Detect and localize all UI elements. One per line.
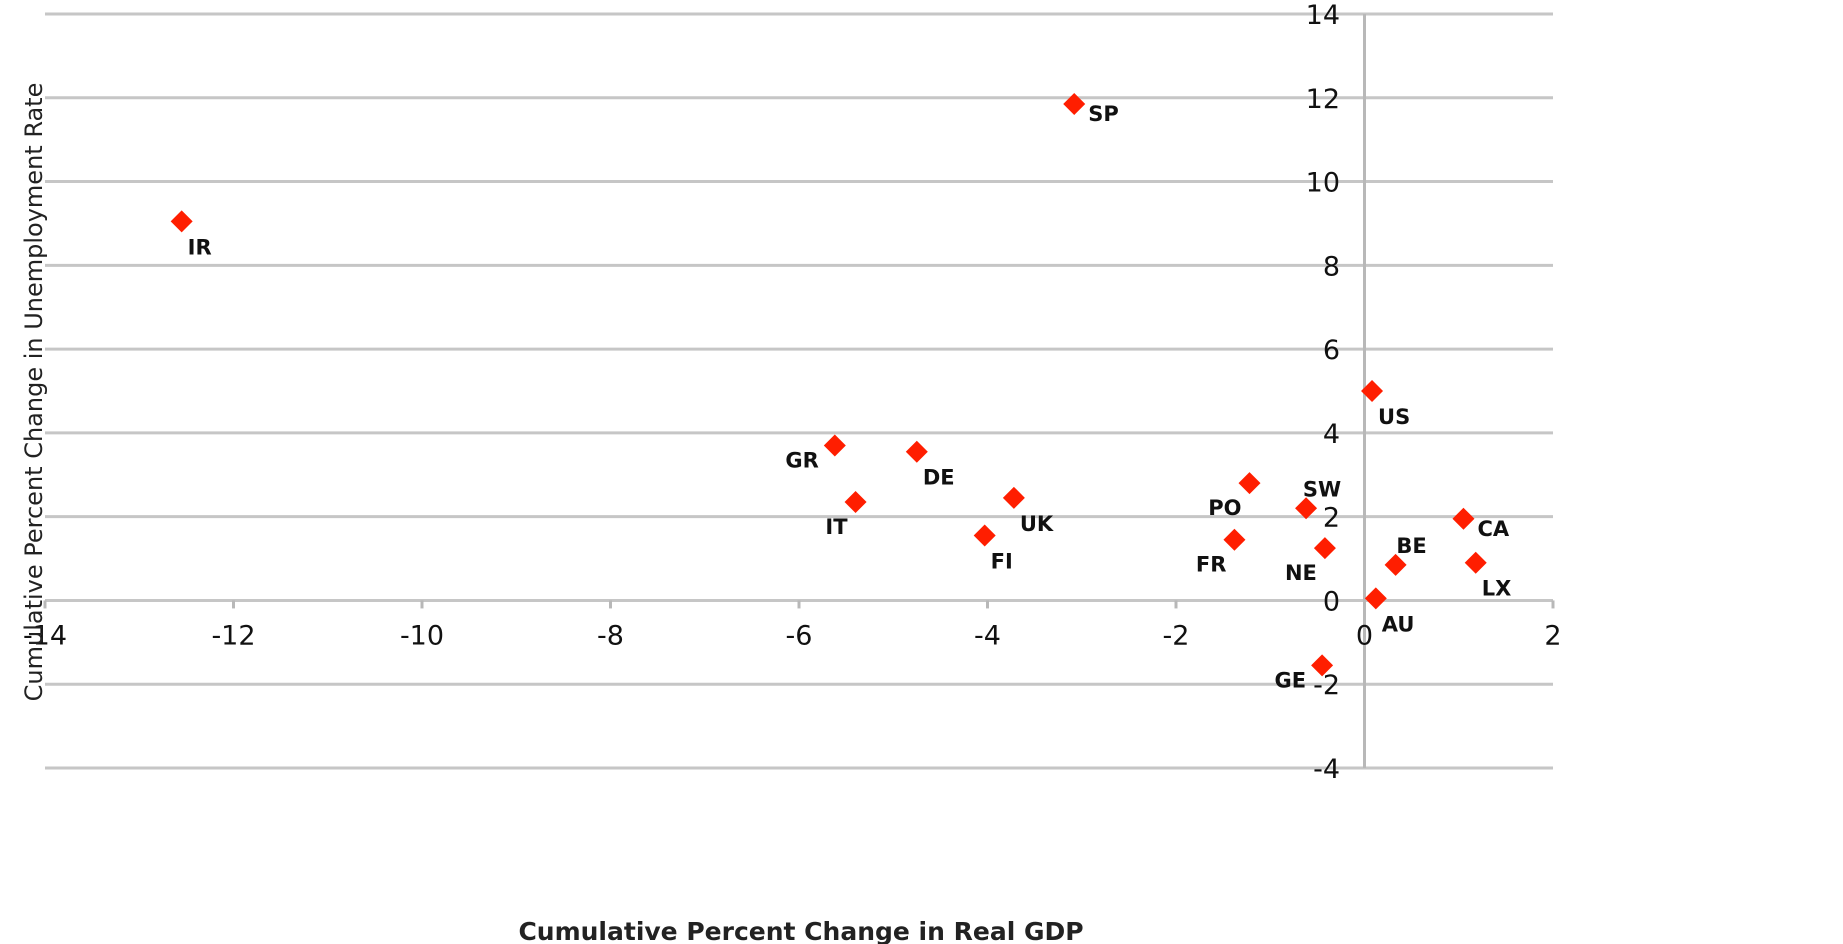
x-tick-label: -6 xyxy=(786,620,813,651)
y-tick-label: -4 xyxy=(1313,754,1340,785)
point-label-de: DE xyxy=(923,466,955,490)
y-tick-label: 10 xyxy=(1306,168,1340,199)
y-tick-label: 6 xyxy=(1323,335,1340,366)
point-label-au: AU xyxy=(1382,612,1415,636)
x-tick-label: -8 xyxy=(597,620,624,651)
data-point-gr xyxy=(823,434,846,457)
point-label-be: BE xyxy=(1396,534,1426,558)
x-tick-label: 0 xyxy=(1356,620,1373,651)
point-label-it: IT xyxy=(825,515,848,539)
point-label-fr: FR xyxy=(1196,553,1227,577)
point-label-gr: GR xyxy=(785,448,818,472)
x-tick-label: 2 xyxy=(1544,620,1561,651)
data-point-ca xyxy=(1452,507,1475,530)
data-point-sp xyxy=(1063,93,1086,116)
x-tick-label: -12 xyxy=(211,620,255,651)
y-tick-label: 4 xyxy=(1323,419,1340,450)
point-label-sp: SP xyxy=(1088,102,1119,126)
x-tick-label: -4 xyxy=(974,620,1001,651)
data-point-fr xyxy=(1223,528,1246,551)
data-point-uk xyxy=(1002,486,1025,509)
point-label-fi: FI xyxy=(991,550,1013,574)
point-label-lx: LX xyxy=(1482,577,1512,601)
y-tick-label: 12 xyxy=(1306,84,1340,115)
y-tick-label: 2 xyxy=(1323,503,1340,534)
y-axis-ticks: -4 -2 0 2 4 6 8 10 12 14 xyxy=(1306,0,1340,785)
y-axis-title: Cumulative Percent Change in Unemploymen… xyxy=(20,83,48,702)
data-point-ir xyxy=(170,210,193,233)
point-label-ne: NE xyxy=(1285,561,1317,585)
point-label-po: PO xyxy=(1208,496,1241,520)
data-point-au xyxy=(1364,587,1387,610)
x-axis-title: Cumulative Percent Change in Real GDP xyxy=(518,917,1083,944)
data-point-lx xyxy=(1464,551,1487,574)
data-point-de xyxy=(905,440,928,463)
y-axis xyxy=(43,14,1555,768)
point-label-ca: CA xyxy=(1477,517,1509,541)
gridlines xyxy=(45,12,1553,770)
y-tick-label: 8 xyxy=(1323,251,1340,282)
data-point-ne xyxy=(1313,537,1336,560)
point-label-sw: SW xyxy=(1303,477,1341,501)
y-tick-label: 0 xyxy=(1323,586,1340,617)
data-point-po xyxy=(1238,472,1261,495)
x-tick-label: -10 xyxy=(400,620,444,651)
data-point-us xyxy=(1361,380,1384,402)
data-point-fi xyxy=(973,524,996,547)
x-tick-label: -2 xyxy=(1163,620,1190,651)
data-point-be xyxy=(1384,553,1407,576)
point-label-ir: IR xyxy=(188,235,212,259)
point-label-us: US xyxy=(1378,405,1410,429)
y-tick-label: 14 xyxy=(1306,0,1340,31)
data-point-it xyxy=(844,491,867,514)
x-tick-label: -14 xyxy=(23,620,67,651)
y-tick-label: -2 xyxy=(1313,670,1340,701)
data-point-ge xyxy=(1311,654,1334,677)
point-label-ge: GE xyxy=(1274,668,1306,692)
x-axis-ticks: -14 -12 -10 -8 -6 -4 -2 0 2 xyxy=(23,620,1562,651)
data-point-sw xyxy=(1295,497,1318,520)
data-points: IR SP US GR DE IT UK FI PO SW FR NE CA BE LX AU GE xyxy=(170,93,1512,692)
point-label-uk: UK xyxy=(1020,512,1054,536)
